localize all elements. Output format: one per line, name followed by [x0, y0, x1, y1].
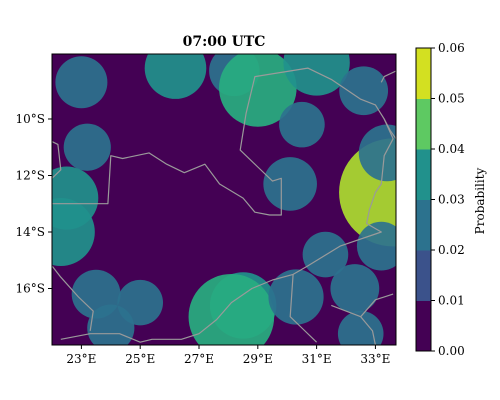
probability-blob [356, 221, 396, 271]
map-frame [51, 53, 397, 346]
x-tick-label: 29°E [243, 352, 273, 366]
probability-blob [339, 66, 389, 116]
probability-blob [263, 157, 317, 211]
probability-blob [358, 124, 396, 182]
colorbar-tick-label: 0.00 [438, 344, 465, 358]
probability-blob [268, 269, 324, 325]
latitude-axis: 10°S 12°S 14°S 16°S [16, 112, 52, 295]
colorbar-segment [416, 149, 431, 200]
border-line [52, 265, 94, 331]
y-tick-label: 14°S [16, 225, 46, 239]
border-line [52, 67, 394, 343]
colorbar-segment [416, 48, 431, 99]
probability-blob [52, 198, 95, 266]
probability-blob [279, 101, 325, 148]
border-line [383, 118, 396, 140]
x-tick-label: 31°E [302, 352, 332, 366]
country-borders [52, 67, 396, 345]
colorbar-tick-label: 0.03 [438, 193, 465, 207]
colorbar-segment [416, 199, 431, 251]
colorbar-tick-label: 0.06 [438, 41, 465, 55]
x-tick-label: 33°E [360, 352, 390, 366]
x-tick-label: 23°E [66, 352, 96, 366]
probability-blob [55, 56, 108, 109]
colorbar-label: Probability [473, 167, 487, 234]
y-tick-label: 12°S [16, 168, 46, 182]
colorbar: 0.00 0.01 0.02 0.03 0.04 0.05 0.06 [415, 41, 465, 358]
border-line [380, 70, 396, 83]
probability-blob [330, 264, 380, 313]
probability-field [52, 54, 396, 345]
border-line [289, 274, 318, 343]
colorbar-segment [416, 300, 431, 352]
colorbar-tick-label: 0.01 [438, 294, 465, 308]
probability-blob [283, 54, 350, 96]
x-tick-label: 27°E [184, 352, 214, 366]
y-tick-label: 16°S [16, 281, 46, 295]
probability-blob [219, 54, 297, 127]
border-line [52, 141, 62, 179]
plot-area [52, 54, 396, 345]
longitude-axis: 23°E 25°E 27°E 29°E 31°E 33°E [66, 345, 390, 366]
colorbar-segment [416, 250, 431, 301]
probability-blob [337, 310, 384, 345]
colorbar-segment [416, 98, 431, 150]
colorbar-tick-label: 0.05 [438, 92, 465, 106]
colorbar-tick-label: 0.04 [438, 142, 465, 156]
border-line [331, 304, 361, 318]
probability-blob [144, 54, 207, 99]
x-tick-label: 25°E [125, 352, 155, 366]
y-tick-label: 10°S [16, 112, 46, 126]
probability-blob [188, 273, 275, 345]
map-title: 07:00 UTC [183, 34, 266, 50]
colorbar-tick-label: 0.02 [438, 243, 465, 257]
probability-blob [63, 123, 111, 171]
